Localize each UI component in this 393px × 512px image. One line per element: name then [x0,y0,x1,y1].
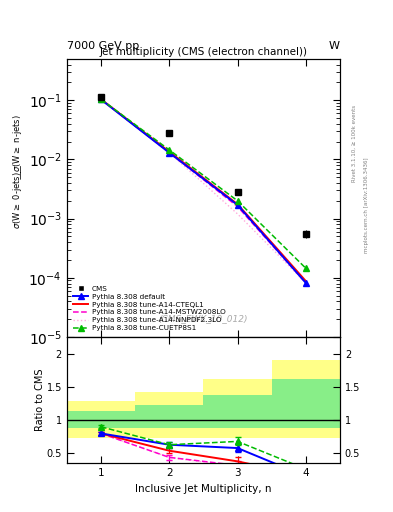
Text: W: W [329,41,340,51]
Text: Rivet 3.1.10, ≥ 100k events: Rivet 3.1.10, ≥ 100k events [352,105,357,182]
Text: mcplots.cern.ch [arXiv:1306.3436]: mcplots.cern.ch [arXiv:1306.3436] [364,157,369,252]
Text: $\sigma$(W$\geq$ 0-jets): $\sigma$(W$\geq$ 0-jets) [11,171,24,228]
Text: ——: —— [17,164,26,179]
Y-axis label: Ratio to CMS: Ratio to CMS [35,369,45,432]
Text: 7000 GeV pp: 7000 GeV pp [67,41,139,51]
Legend: CMS, Pythia 8.308 default, Pythia 8.308 tune-A14-CTEQL1, Pythia 8.308 tune-A14-M: CMS, Pythia 8.308 default, Pythia 8.308 … [70,284,228,333]
Text: $\sigma$(W$\geq$ n-jets): $\sigma$(W$\geq$ n-jets) [11,115,24,172]
Text: (CMS_EWK_10_012): (CMS_EWK_10_012) [159,314,248,323]
Title: Jet multiplicity (CMS (electron channel)): Jet multiplicity (CMS (electron channel)… [99,47,307,57]
X-axis label: Inclusive Jet Multiplicity, n: Inclusive Jet Multiplicity, n [135,484,272,494]
